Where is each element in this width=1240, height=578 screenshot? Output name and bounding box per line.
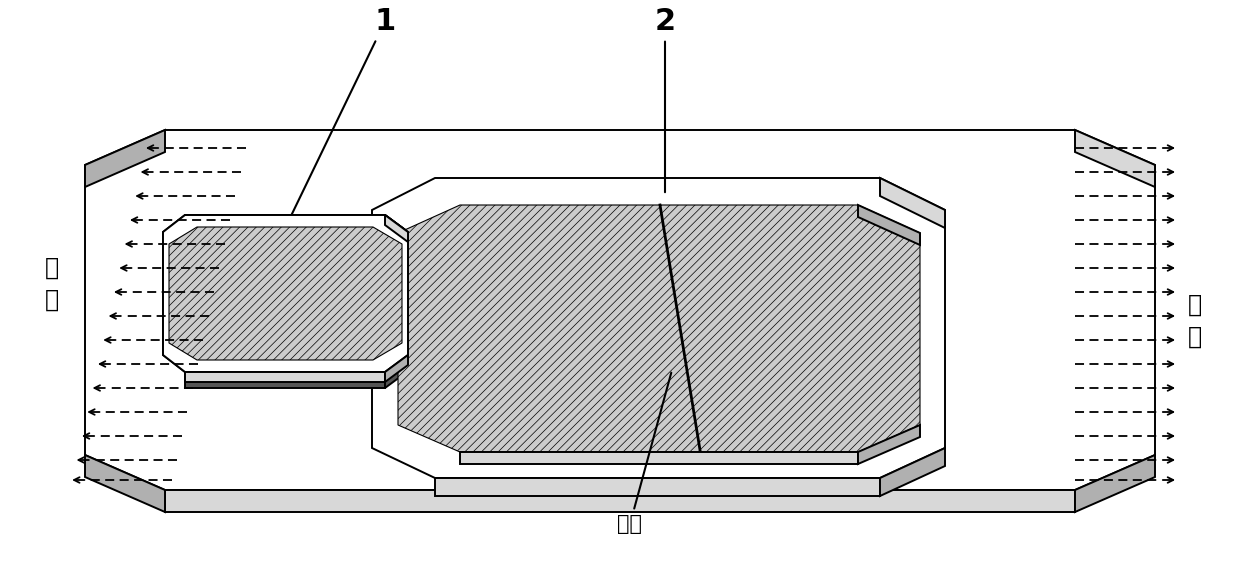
Text: 载: 载 [45,256,60,280]
Polygon shape [880,178,945,228]
Polygon shape [384,215,408,242]
Polygon shape [162,215,408,372]
Polygon shape [384,355,408,382]
Polygon shape [1075,130,1154,187]
Polygon shape [165,490,1075,512]
Polygon shape [398,205,920,452]
Polygon shape [880,448,945,496]
Text: 荷: 荷 [1188,325,1202,349]
Text: 载: 载 [1188,293,1202,317]
Text: 裂纹: 裂纹 [618,373,671,534]
Polygon shape [86,130,165,187]
Polygon shape [185,372,384,382]
Polygon shape [384,355,408,388]
Polygon shape [858,205,920,245]
Polygon shape [858,425,920,464]
Polygon shape [86,455,165,512]
Text: 1: 1 [291,7,396,216]
Polygon shape [1075,455,1154,512]
Polygon shape [169,227,402,360]
Polygon shape [185,372,384,388]
Text: 2: 2 [655,7,676,192]
Polygon shape [86,130,1154,490]
Polygon shape [384,215,408,248]
Text: 荷: 荷 [45,288,60,312]
Polygon shape [435,478,880,496]
Polygon shape [162,215,408,372]
Polygon shape [460,452,858,464]
Polygon shape [372,178,945,478]
